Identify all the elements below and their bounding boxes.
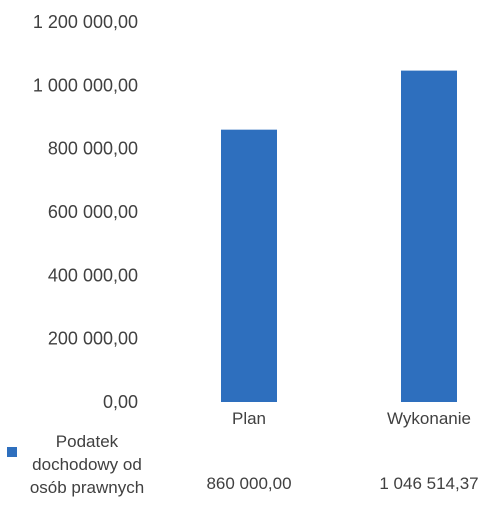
data-table-value: 1 046 514,37	[379, 474, 478, 493]
y-tick-label: 200 000,00	[48, 329, 138, 349]
y-tick-label: 400 000,00	[48, 265, 138, 285]
y-tick-label: 1 200 000,00	[33, 12, 138, 32]
y-tick-label: 600 000,00	[48, 202, 138, 222]
data-table: Podatek dochodowy od osób prawnych 860 000,…	[7, 432, 479, 497]
data-table-value: 860 000,00	[206, 474, 291, 493]
bars	[221, 70, 457, 402]
bar-plan	[221, 129, 277, 402]
category-label: Plan	[232, 409, 266, 428]
y-tick-label: 0,00	[103, 392, 138, 412]
y-tick-label: 800 000,00	[48, 139, 138, 159]
category-labels: Plan Wykonanie	[232, 409, 471, 428]
y-axis-tick-labels: 0,00 200 000,00 400 000,00 600 000,00 800 00…	[33, 12, 138, 412]
legend-swatch	[7, 447, 17, 457]
category-label: Wykonanie	[387, 409, 471, 428]
y-tick-label: 1 000 000,00	[33, 75, 138, 95]
legend-series-name: Podatek dochodowy od osób prawnych	[30, 432, 144, 497]
bar-wykonanie	[401, 70, 457, 402]
